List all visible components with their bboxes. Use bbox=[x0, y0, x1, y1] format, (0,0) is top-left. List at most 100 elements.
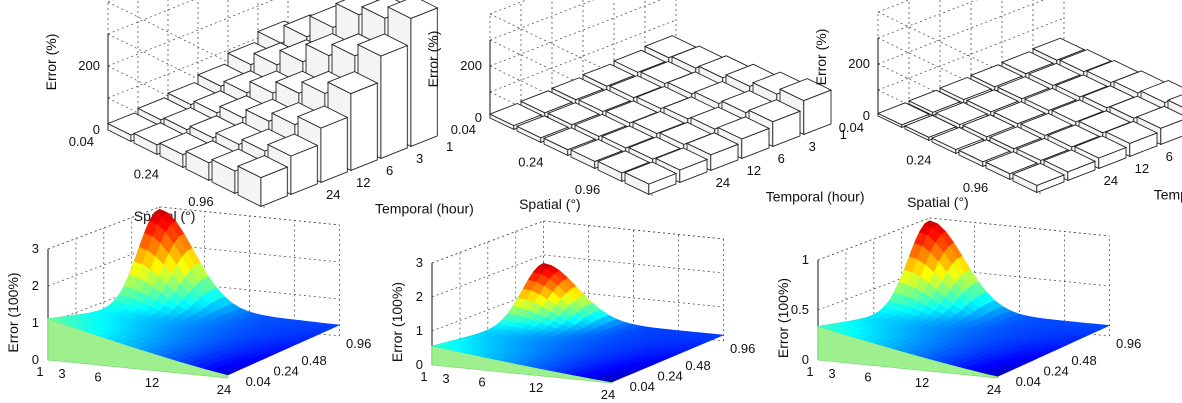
z-tick-label: 1 bbox=[416, 323, 423, 338]
bar-face-top bbox=[1058, 49, 1113, 73]
y-tick-label: 0.24 bbox=[1043, 363, 1068, 378]
bar-face-top bbox=[938, 77, 993, 100]
y-tick-label: 0.24 bbox=[273, 363, 298, 378]
y-tick-label: 24 bbox=[326, 187, 340, 202]
bar-face-top bbox=[1046, 124, 1101, 148]
y-tick-label: 0.48 bbox=[1071, 353, 1096, 368]
bar-face-top bbox=[546, 102, 601, 126]
bar bbox=[623, 161, 678, 196]
grid-line bbox=[543, 254, 724, 274]
x-tick-label: 6 bbox=[864, 369, 871, 384]
y-axis-label: Temporal (hour) bbox=[1154, 187, 1182, 203]
x-tick-label: 1 bbox=[806, 364, 813, 379]
bar-face-top bbox=[957, 139, 1012, 163]
bar-face-top bbox=[996, 76, 1051, 100]
x-tick-label: 3 bbox=[828, 366, 835, 381]
bar-face-top bbox=[1000, 51, 1055, 75]
bar-face-top bbox=[1011, 162, 1066, 186]
x-tick-label: 1 bbox=[36, 364, 43, 379]
z-tick-label: 0 bbox=[32, 352, 39, 367]
y-tick-label: 3 bbox=[809, 139, 816, 154]
z-axis-label: Error (100%) bbox=[389, 282, 405, 362]
bar-face-top bbox=[356, 33, 409, 57]
y-tick-label: 0.96 bbox=[1116, 336, 1141, 351]
bar-face-top bbox=[631, 111, 686, 134]
bar-face-top bbox=[685, 132, 740, 156]
bar-face-top bbox=[236, 155, 289, 179]
x-tick-label: 0.96 bbox=[963, 180, 988, 195]
bar bbox=[236, 155, 289, 208]
z-axis-label: Error (%) bbox=[43, 34, 59, 91]
bar-face-top bbox=[581, 63, 636, 87]
bar-face-top bbox=[778, 78, 833, 102]
bar-face-top bbox=[542, 127, 597, 151]
bar-face-top bbox=[961, 114, 1016, 138]
bar-face-top bbox=[716, 116, 771, 140]
bar bbox=[654, 147, 709, 184]
bar-face-top bbox=[1050, 99, 1105, 123]
y-tick-label: 0.48 bbox=[685, 358, 710, 373]
bar-face-top bbox=[934, 102, 989, 125]
y-tick-label: 6 bbox=[778, 151, 785, 166]
grid-line bbox=[929, 217, 1110, 237]
bar-face-top bbox=[627, 136, 682, 160]
x-tick-label: 0.96 bbox=[575, 182, 600, 197]
bar-face-top bbox=[876, 102, 931, 126]
y-tick-label: 6 bbox=[1166, 149, 1173, 164]
bar-face-top bbox=[386, 0, 439, 19]
x-tick-label: 0.04 bbox=[451, 122, 476, 137]
bar-face-top bbox=[969, 64, 1024, 88]
bar-face-right bbox=[320, 116, 348, 184]
bar-face-top bbox=[1023, 87, 1078, 111]
y-tick-label: 0.04 bbox=[246, 374, 271, 389]
y-tick-label: 0.96 bbox=[346, 336, 371, 351]
bar bbox=[1011, 162, 1066, 194]
x-tick-label: 0.04 bbox=[69, 134, 94, 149]
bar-face-top bbox=[1135, 105, 1182, 129]
x-tick-label: 12 bbox=[145, 375, 159, 390]
bar-face-top bbox=[1104, 120, 1159, 144]
bar bbox=[934, 102, 989, 130]
bar-face-top bbox=[569, 138, 624, 162]
bar-face-top bbox=[519, 90, 574, 114]
bar-face-top bbox=[965, 89, 1020, 113]
bar-chart-2: 0 200 Error (%) 0.04 0.24 0.96 1 3 6 12 24 Spatial … bbox=[425, 0, 865, 212]
bar-face-top bbox=[600, 125, 655, 149]
bar-face-right bbox=[350, 82, 378, 172]
y-tick-label: 3 bbox=[416, 151, 423, 166]
bar-face-top bbox=[1019, 112, 1074, 136]
surface-patch bbox=[325, 323, 341, 328]
bar-face-top bbox=[1031, 37, 1086, 61]
bar-face-right bbox=[380, 44, 408, 160]
x-tick-label: 6 bbox=[94, 369, 101, 384]
bar-face-top bbox=[1042, 149, 1097, 173]
surface-mesh bbox=[817, 220, 1111, 377]
bar-face-top bbox=[326, 71, 379, 95]
y-axis-label: Temporal (hour) bbox=[375, 201, 474, 217]
z-tick-label: 0 bbox=[93, 122, 100, 137]
z-tick-label: 3 bbox=[32, 241, 39, 256]
surface-patch bbox=[1095, 324, 1111, 329]
x-tick-label: 3 bbox=[58, 366, 65, 381]
bar-face-top bbox=[1139, 80, 1182, 103]
y-tick-label: 24 bbox=[716, 175, 730, 190]
grid-line bbox=[107, 0, 115, 3]
bar-face-top bbox=[488, 103, 543, 126]
surface-mesh bbox=[47, 208, 341, 376]
x-tick-label: 3 bbox=[442, 371, 449, 386]
z-tick-label: 200 bbox=[78, 58, 100, 73]
bar-face-top bbox=[266, 133, 319, 157]
x-tick-label: 12 bbox=[529, 380, 543, 395]
z-tick-label: 0 bbox=[416, 357, 423, 372]
grid-line bbox=[107, 0, 275, 67]
bar-face-top bbox=[577, 88, 632, 112]
x-tick-label: 24 bbox=[601, 387, 615, 402]
bar-face-top bbox=[1027, 62, 1082, 86]
bar-face-top bbox=[573, 113, 628, 137]
y-tick-label: 12 bbox=[1135, 161, 1149, 176]
